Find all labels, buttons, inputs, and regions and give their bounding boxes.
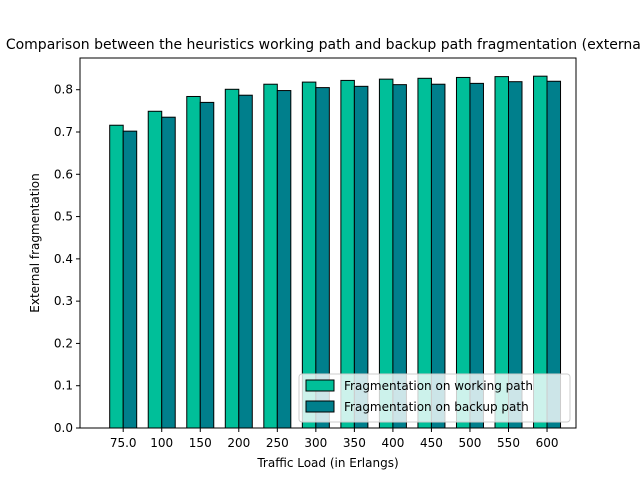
bars-group xyxy=(109,75,562,429)
y-tick-label: 0.1 xyxy=(54,379,73,393)
y-tick-label: 0.4 xyxy=(54,252,73,266)
x-tick-label: 150 xyxy=(189,436,212,450)
y-axis-label: External fragmentation xyxy=(28,173,42,312)
bar-working-200 xyxy=(224,88,240,429)
legend: Fragmentation on working path Fragmentat… xyxy=(298,373,571,423)
bar-backup-75.0 xyxy=(122,130,138,429)
x-axis-label: Traffic Load (in Erlangs) xyxy=(256,456,398,470)
bar-working-250 xyxy=(263,83,278,429)
y-tick-label: 0.7 xyxy=(54,125,73,139)
y-tick-label: 0.2 xyxy=(54,336,73,350)
x-tick-label: 600 xyxy=(536,436,559,450)
legend-box xyxy=(298,373,571,423)
bar-working-100 xyxy=(147,110,163,429)
bar-backup-100 xyxy=(161,116,176,429)
bar-working-75.0 xyxy=(109,124,124,429)
y-tick-label: 0.5 xyxy=(54,210,73,224)
x-tick-label: 500 xyxy=(459,436,482,450)
bar-working-150 xyxy=(186,95,201,429)
legend-swatch-backup xyxy=(305,400,335,413)
legend-label-working: Fragmentation on working path xyxy=(344,379,533,393)
y-axis-ticks: 0.0 0.1 0.2 0.3 0.4 0.5 0.6 0.7 0.8 xyxy=(54,83,80,435)
y-tick-label: 0.8 xyxy=(54,83,73,97)
bar-backup-250 xyxy=(276,90,292,429)
x-axis-ticks: 75.0 100 150 200 250 300 350 400 450 500 550 600 xyxy=(110,428,559,450)
bar-backup-200 xyxy=(238,94,253,429)
x-tick-label: 75.0 xyxy=(110,436,137,450)
bar-backup-150 xyxy=(199,101,215,429)
x-tick-label: 350 xyxy=(343,436,366,450)
legend-swatch-working xyxy=(305,379,335,392)
y-tick-label: 0.3 xyxy=(54,294,73,308)
y-tick-label: 0.6 xyxy=(54,167,73,181)
x-tick-label: 300 xyxy=(304,436,327,450)
chart-title: Comparison between the heuristics workin… xyxy=(6,37,640,53)
x-tick-label: 100 xyxy=(150,436,173,450)
y-tick-label: 0.0 xyxy=(54,421,73,435)
plot-frame xyxy=(79,57,577,429)
x-tick-label: 400 xyxy=(381,436,404,450)
x-tick-label: 550 xyxy=(497,436,520,450)
x-tick-label: 450 xyxy=(420,436,443,450)
x-tick-label: 200 xyxy=(227,436,250,450)
x-tick-label: 250 xyxy=(266,436,289,450)
legend-label-backup: Fragmentation on backup path xyxy=(344,400,529,414)
